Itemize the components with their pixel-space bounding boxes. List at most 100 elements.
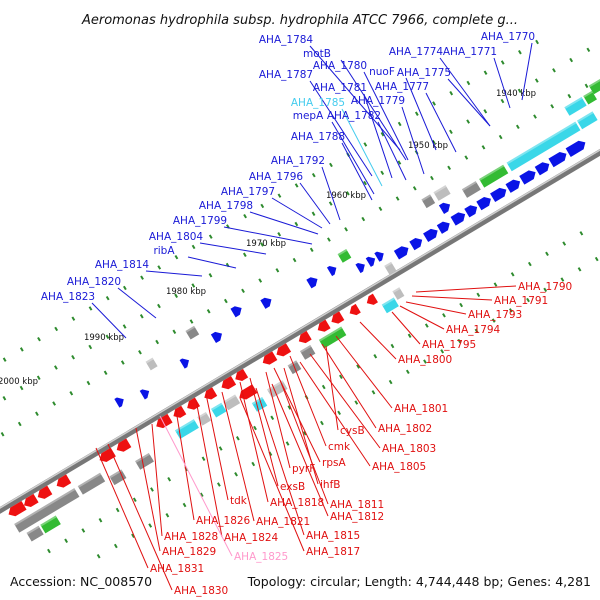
gene-label[interactable]: AHA_1825 (234, 551, 288, 563)
gene-label[interactable]: AHA_1818 (270, 497, 324, 509)
gene-label[interactable]: AHA_1804 (149, 231, 204, 243)
gene-label[interactable]: AHA_1787 (259, 69, 313, 81)
gene-label[interactable]: AHA_1784 (259, 34, 314, 46)
feature-11 (548, 151, 567, 168)
forward-gene-arrow (548, 151, 567, 168)
scale-dot (534, 78, 539, 83)
gene-label[interactable]: AHA_1801 (394, 403, 448, 415)
feature-sheen (251, 396, 264, 405)
feature-70 (381, 297, 399, 314)
gene-label[interactable]: AHA_1771 (443, 46, 497, 58)
gene-label[interactable]: AHA_1781 (313, 82, 367, 94)
gene-label[interactable]: AHA_1803 (382, 443, 436, 455)
gene-label[interactable]: AHA_1796 (249, 171, 304, 183)
gene-label[interactable]: AHA_1792 (271, 155, 325, 167)
feature-sheen (109, 469, 123, 479)
gene-label[interactable]: cysB (340, 425, 365, 437)
gene-label[interactable]: AHA_1800 (398, 354, 452, 366)
scale-dot (361, 216, 366, 222)
feature-1 (409, 238, 423, 251)
gene-label[interactable]: AHA_1820 (67, 276, 121, 288)
gene-label[interactable]: exsB (280, 481, 305, 493)
gene-label[interactable]: AHA_1799 (173, 215, 227, 227)
gene-label[interactable]: AHA_1821 (256, 516, 310, 528)
gene-label[interactable]: AHA_1811 (330, 499, 384, 511)
scale-dot (545, 251, 549, 257)
feature-36 (185, 325, 200, 340)
gene-label[interactable]: AHA_1791 (494, 295, 548, 307)
scale-dot (517, 88, 522, 94)
scale-dot (430, 175, 434, 181)
feature-23 (564, 96, 587, 116)
gene-label[interactable]: rpsA (322, 457, 346, 469)
scale-dot (562, 241, 567, 246)
gene-label[interactable]: AHA_1817 (306, 546, 360, 558)
feature-sheen (318, 326, 343, 342)
scale-dot (201, 456, 206, 461)
gene-label[interactable]: AHA_1831 (150, 563, 204, 575)
leader-line (309, 353, 381, 449)
gene-label[interactable]: ribA (153, 245, 175, 257)
tick-label: 1980 kbp (166, 287, 206, 297)
gene-label[interactable]: AHA_1798 (199, 200, 253, 212)
scale-dot (206, 309, 211, 314)
scale-dot (577, 267, 582, 272)
gene-label[interactable]: mepA (293, 110, 324, 122)
gene-label[interactable]: AHA_1794 (446, 324, 501, 336)
feature-14 (479, 164, 509, 188)
gene-label[interactable]: AHA_1797 (221, 186, 275, 198)
gene-label[interactable]: AHA_1812 (330, 511, 384, 523)
gene-label[interactable]: ihfB (320, 479, 340, 491)
gene-label[interactable]: AHA_1805 (372, 461, 426, 473)
leader-line (151, 423, 163, 537)
gene-label[interactable]: AHA_1790 (518, 281, 572, 293)
gene-label[interactable]: AHA_1795 (422, 339, 476, 351)
gene-label[interactable]: AHA_1830 (174, 585, 228, 597)
gene-label[interactable]: AHA_1802 (378, 423, 432, 435)
leader-line (309, 80, 373, 177)
scale-dot (157, 265, 162, 270)
gene-label[interactable]: pyrF (292, 463, 315, 475)
gene-label[interactable]: cmk (328, 441, 351, 453)
gene-label[interactable]: AHA_1815 (306, 530, 360, 542)
gene-label[interactable]: AHA_1774 (389, 46, 444, 58)
feature-9 (519, 170, 536, 185)
feature-5 (464, 205, 478, 218)
feature-sheen (145, 357, 154, 364)
gene-label[interactable]: tdk (230, 495, 248, 507)
feature-sheen (421, 194, 432, 202)
gene-label[interactable]: AHA_1826 (196, 515, 251, 527)
scale-dot (474, 328, 479, 334)
gene-label[interactable]: AHA_1824 (224, 532, 279, 544)
feature-sheen (588, 75, 600, 88)
gene-label[interactable]: AHA_1777 (375, 81, 429, 93)
gene-label[interactable]: AHA_1814 (95, 259, 150, 271)
gene-label[interactable]: AHA_1829 (162, 546, 216, 558)
feature-6 (476, 197, 491, 211)
scale-dot (103, 370, 108, 376)
scale-dot (337, 410, 341, 416)
tick-label: 1940 kbp (496, 89, 536, 99)
leader-line (363, 93, 393, 179)
scale-dot (483, 109, 488, 114)
tick-label: 1970 kbp (246, 239, 286, 249)
gene-label[interactable]: AHA_1788 (291, 131, 345, 143)
gene-label[interactable]: AHA_1779 (351, 95, 405, 107)
scale-dot (122, 285, 127, 291)
forward-gene-arrow (464, 205, 478, 218)
gene-label[interactable]: AHA_1828 (164, 531, 218, 543)
gene-label[interactable]: nuoF (369, 66, 395, 78)
gene-label[interactable]: AHA_1823 (41, 291, 95, 303)
gene-label[interactable]: AHA_1775 (397, 67, 451, 79)
gene-label[interactable]: AHA_1780 (313, 60, 367, 72)
scale-dot (363, 180, 367, 186)
gene-label[interactable]: motB (303, 48, 331, 60)
feature-sheen (287, 360, 298, 368)
scale-dot (292, 257, 297, 263)
feature-66 (318, 326, 347, 349)
gene-label[interactable]: AHA_1793 (468, 309, 522, 321)
gene-label[interactable]: AHA_1782 (327, 110, 381, 122)
gene-label[interactable]: AHA_1770 (481, 31, 535, 43)
gene-label[interactable]: AHA_1785 (291, 97, 345, 109)
leader-line (239, 381, 269, 503)
